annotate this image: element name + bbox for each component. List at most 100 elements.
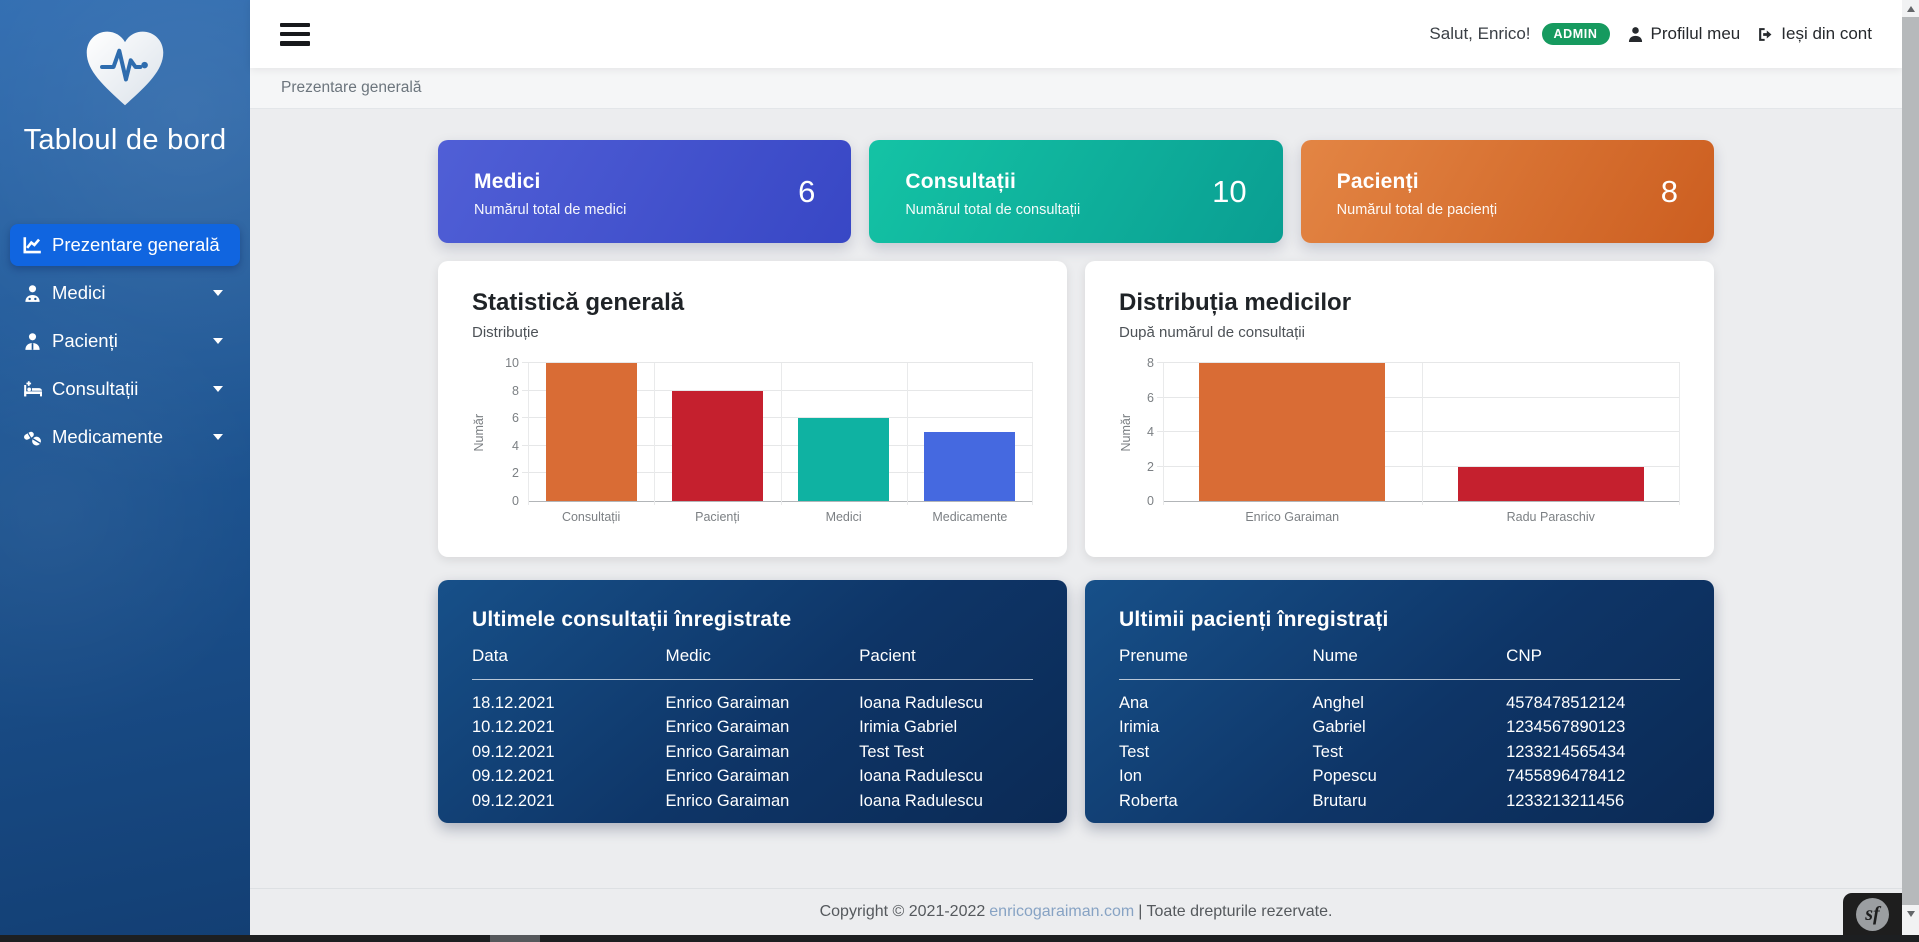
table-row: Roberta Brutaru 1233213211456 [1119,789,1680,813]
table-cell: 4578478512124 [1506,694,1626,712]
x-axis-tick: Radu Paraschiv [1506,510,1595,524]
table-row: Ana Anghel 4578478512124 [1119,680,1680,716]
copyright-text: Copyright © 2021-2022 [819,903,986,920]
column-header: Data [472,646,666,680]
y-axis-label: Număr [472,413,486,452]
vertical-scrollbar-thumb[interactable] [1902,17,1919,905]
bar-medicamente [924,432,1016,501]
chevron-down-icon [213,290,223,296]
sidebar-item-consultatii[interactable]: Consultații [10,368,240,410]
footer-link[interactable]: enricogaraiman.com [989,903,1135,920]
y-axis-label: Număr [1119,413,1133,452]
x-axis-tick: Pacienți [695,510,740,524]
top-header: Salut, Enrico! ADMIN Profilul meu Ieși d… [250,0,1902,68]
stat-card-title: Medici [474,170,541,193]
logout-label: Ieși din cont [1781,24,1872,43]
chart-title: Distribuția medicilor [1119,289,1352,316]
table-cell: Gabriel [1312,718,1366,737]
sidebar-item-label: Prezentare generală [52,234,220,255]
table-row: 10.12.2021 Enrico Garaiman Irimia Gabriel [472,715,1033,739]
bed-icon [23,379,43,399]
sidebar-item-label: Pacienți [52,330,118,351]
table-cell: Ana [1119,694,1149,712]
table-row: Ion Popescu 7455896478412 [1119,764,1680,788]
scroll-down-icon[interactable] [1902,905,1919,922]
bar-chart-general: Număr 0 2 4 6 8 10 Consultații Pacienți Medici Med… [472,353,1033,531]
table-row: 09.12.2021 Enrico Garaiman Ioana Radulescu [472,764,1033,788]
column-header: Nume [1312,646,1507,680]
stat-card-value: 6 [798,173,816,209]
symfony-icon: sf [1856,897,1889,931]
table-cell: Ioana Radulescu [859,767,983,786]
latest-consultations-card: Ultimele consultații înregistrate Data Me… [438,580,1067,823]
table-cell: Irimia [1119,718,1160,737]
sidebar-item-prezentare-generala[interactable]: Prezentare generală [10,224,240,266]
x-axis-labels: Enrico Garaiman Radu Paraschiv [1163,510,1680,524]
table-cell: Enrico Garaiman [665,767,790,786]
table-header-row: Data Medic Pacient [472,646,1033,680]
x-axis-tick: Enrico Garaiman [1245,510,1340,524]
vertical-scrollbar[interactable] [1902,0,1919,935]
chart-title: Statistică generală [472,289,685,316]
latest-patients-card: Ultimii pacienți înregistrați Prenume Num… [1085,580,1714,823]
consultations-table: Data Medic Pacient 18.12.2021 Enrico Garaima… [472,646,1033,813]
bar-pacieni [671,390,763,501]
profile-link[interactable]: Profilul meu [1627,24,1741,44]
general-statistics-card: Statistică generală Distribuție Număr 0 2 4… [438,261,1067,557]
sidebar-item-pacienti[interactable]: Pacienți [10,320,240,362]
heart-pulse-icon [75,23,175,116]
bar-enricogaraiman [1199,363,1386,501]
breadcrumb-item: Prezentare generală [281,79,422,96]
main-content: Medici Numărul total de medici 6 Consultați… [250,109,1902,935]
y-axis-tick: 0 [1147,494,1154,508]
breadcrumb: Prezentare generală [250,68,1902,109]
rights-text: | Toate drepturile rezervate. [1138,903,1333,920]
y-axis-tick: 4 [1147,425,1154,439]
table-cell: Test Test [859,742,924,761]
table-cell: 09.12.2021 [472,742,555,761]
table-cell: 1234567890123 [1506,718,1626,737]
x-axis-labels: Consultații Pacienți Medici Medicamente [528,510,1033,524]
table-title: Ultimele consultații înregistrate [472,608,792,631]
horizontal-scrollbar[interactable] [0,935,1919,942]
profile-label: Profilul meu [1650,24,1741,43]
x-axis-tick: Medici [825,510,862,524]
chart-line-icon [23,235,43,255]
scroll-up-icon[interactable] [1902,0,1919,17]
y-axis-tick: 4 [512,438,519,453]
table-cell: Ioana Radulescu [859,694,983,712]
table-row: Irimia Gabriel 1234567890123 [1119,715,1680,739]
role-badge: ADMIN [1541,22,1610,46]
chart-subtitle: După numărul de consultații [1119,324,1305,341]
column-header: Prenume [1119,646,1313,680]
sidebar-item-medicamente[interactable]: Medicamente [10,416,240,458]
x-axis-tick: Consultații [561,510,621,524]
bar-chart-doctors: Număr 0 2 4 6 8 Enrico Garaiman Radu Paraschiv [1119,353,1680,531]
symfony-profiler-button[interactable]: sf [1843,893,1902,935]
stat-card-subtitle: Numărul total de pacienți [1336,202,1498,218]
table-cell: Enrico Garaiman [665,694,790,712]
y-axis-tick: 6 [512,411,519,426]
chevron-down-icon [213,386,223,392]
y-axis-tick: 2 [1147,459,1154,474]
sign-out-icon [1759,27,1772,41]
x-axis-tick: Medicamente [932,510,1008,524]
chart-plot-area: 0 2 4 6 8 [1147,356,1680,508]
sidebar-item-medici[interactable]: Medici [10,272,240,314]
hamburger-menu-icon[interactable] [280,22,310,46]
table-cell: 09.12.2021 [472,767,555,786]
sidebar-item-label: Medicamente [52,426,164,447]
table-cell: Test [1312,742,1343,761]
y-axis-tick: 0 [512,494,519,508]
table-row: Test Test 1233214565434 [1119,740,1680,764]
horizontal-scrollbar-thumb[interactable] [490,935,540,942]
sidebar-item-label: Medici [52,282,106,303]
logout-link[interactable]: Ieși din cont [1757,24,1872,44]
sidebar-item-label: Consultații [52,378,139,399]
y-axis-tick: 8 [1147,356,1154,370]
table-cell: Popescu [1312,767,1377,786]
bar-medici [798,418,890,501]
table-cell: 7455896478412 [1506,767,1626,786]
bar-raduparaschiv [1457,466,1644,501]
stat-card-medici: Medici Numărul total de medici 6 [438,140,852,243]
